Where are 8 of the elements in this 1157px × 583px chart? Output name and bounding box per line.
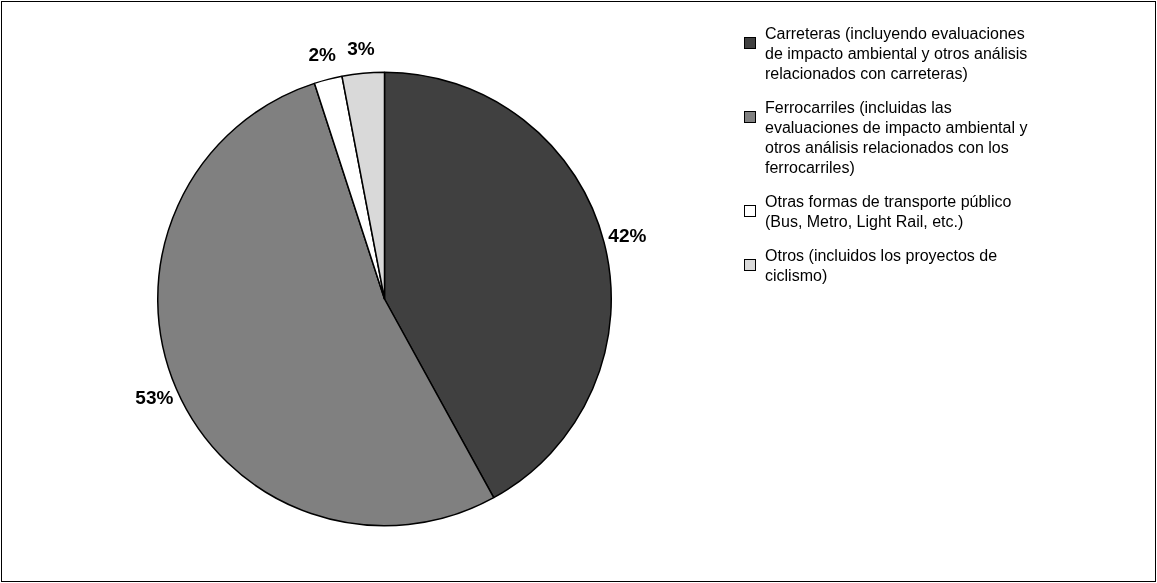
- data-label: 2%: [308, 44, 336, 66]
- legend-label: Carreteras (incluyendo evaluaciones de impacto ambiental y otros análisis relacionados con carreteras): [765, 24, 1029, 84]
- data-label: 3%: [347, 37, 375, 59]
- data-label: 53%: [135, 386, 174, 408]
- legend-label: Ferrocarriles (incluidas las evaluaciones de impacto ambiental y otros análisis relacionados con los ferrocarriles): [765, 98, 1029, 178]
- legend-label: Otras formas de transporte público (Bus, Metro, Light Rail, etc.): [765, 192, 1013, 232]
- data-label: 42%: [608, 224, 647, 246]
- legend-label: Otros (incluidos los proyectos de ciclismo): [765, 246, 999, 286]
